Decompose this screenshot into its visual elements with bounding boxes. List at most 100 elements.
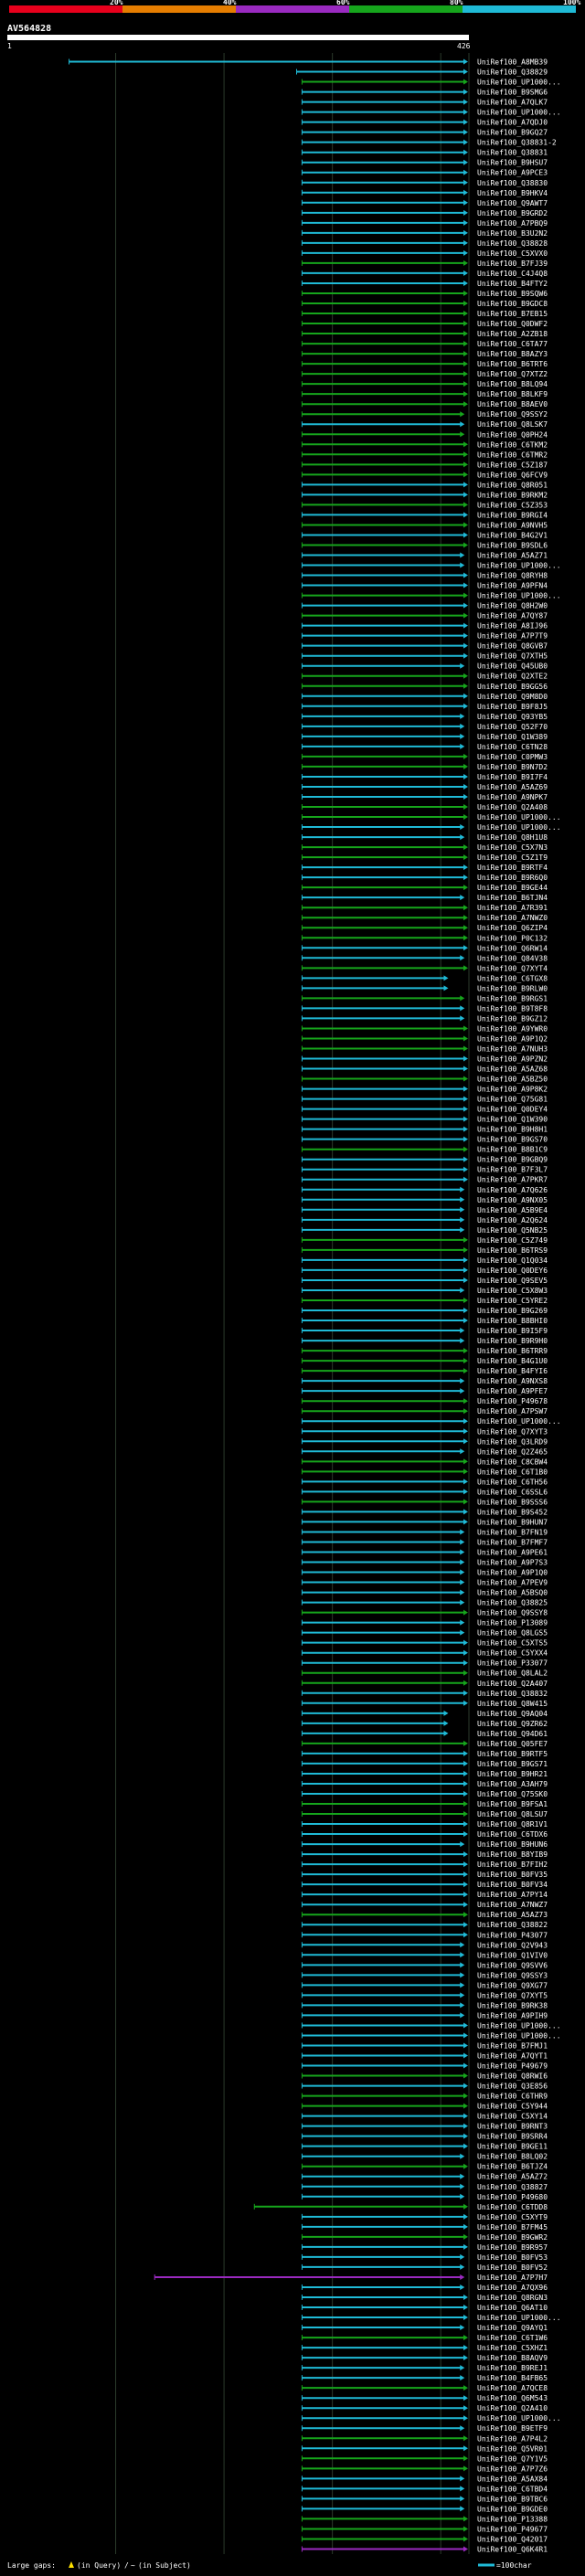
- hit-row: UniRef100_A9P1Q0: [301, 1569, 548, 1577]
- hit-arrowhead: [463, 1670, 468, 1676]
- hit-row: UniRef100_C6TN28: [301, 743, 548, 751]
- identity-bin-3: [236, 5, 349, 13]
- hit-label: UniRef100_C5Z353: [477, 501, 548, 509]
- hit-row: UniRef100_B4FB65: [301, 2374, 548, 2382]
- hit-row: UniRef100_A7QX96: [301, 2284, 548, 2292]
- hit-label: UniRef100_P49678: [477, 1397, 548, 1405]
- hit-row: UniRef100_B9FSA1: [301, 1800, 548, 1808]
- hit-row: UniRef100_C5XHZ1: [301, 2344, 548, 2352]
- hit-arrowhead: [460, 1992, 465, 1998]
- hit-label: UniRef100_Q8GVB7: [477, 642, 548, 651]
- hit-arrowhead: [443, 1710, 449, 1716]
- hit-row: UniRef100_B9R957: [301, 2243, 548, 2252]
- hit-arrowhead: [463, 1035, 468, 1042]
- hit-arrowhead: [463, 2405, 468, 2412]
- hit-arrowhead: [463, 229, 468, 236]
- hit-arrowhead: [463, 1892, 468, 1898]
- hit-row: UniRef100_A8IJ96: [301, 622, 548, 631]
- hit-row: UniRef100_Q5VR01: [301, 2444, 548, 2453]
- hit-arrowhead: [460, 2253, 465, 2260]
- hit-label: UniRef100_Q7XTH5: [477, 652, 548, 661]
- hit-arrowhead: [460, 2475, 465, 2482]
- hit-arrowhead: [463, 1308, 468, 1314]
- hit-label: UniRef100_Q9SSY8: [477, 1609, 548, 1617]
- hit-arrowhead: [463, 945, 468, 951]
- hit-arrowhead: [460, 1015, 465, 1022]
- hit-arrowhead: [463, 1690, 468, 1696]
- hit-row: UniRef100_C5X7N3: [301, 843, 548, 852]
- hit-row: UniRef100_B9GDC8: [301, 300, 548, 308]
- hit-label: UniRef100_C6SSL6: [477, 1488, 548, 1496]
- hit-row: UniRef100_B3U2N2: [301, 229, 548, 238]
- hit-label: UniRef100_C5Y944: [477, 2103, 548, 2111]
- identity-bin-4: [349, 5, 463, 13]
- hit-row: UniRef100_A7NUH3: [301, 1044, 548, 1053]
- hit-arrowhead: [460, 1841, 465, 1848]
- hit-list: UniRef100_A8MB39 UniRef100_Q38829 UniRef10…: [69, 58, 561, 2553]
- hit-label: UniRef100_B9GQ27: [477, 129, 548, 137]
- hit-label: UniRef100_A9PZN2: [477, 1055, 548, 1064]
- hit-arrowhead: [460, 743, 465, 749]
- hit-arrowhead: [460, 1569, 465, 1575]
- hit-row: UniRef100_Q8LGS5: [301, 1629, 548, 1638]
- hit-row: UniRef100_Q6K4R1: [301, 2545, 548, 2553]
- hit-label: UniRef100_B9I5F9: [477, 1327, 548, 1335]
- hit-label: UniRef100_B9N7D2: [477, 763, 548, 771]
- hit-row: UniRef100_B6TRT6: [301, 360, 548, 368]
- hit-label: UniRef100_A8MB39: [477, 58, 548, 67]
- hit-arrowhead: [463, 139, 468, 145]
- hit-row: UniRef100_C6TH56: [301, 1478, 548, 1486]
- hit-arrowhead: [460, 995, 465, 1002]
- hit-label: UniRef100_B8AQV9: [477, 2354, 548, 2362]
- hit-row: UniRef100_Q9SSY2: [301, 410, 548, 419]
- hit-arrowhead: [463, 2355, 468, 2361]
- hit-row: UniRef100_B9I5F9: [301, 1327, 548, 1335]
- hit-row: UniRef100_B9GBQ9: [301, 1156, 548, 1164]
- hit-arrowhead: [463, 2103, 468, 2109]
- identity-bin-1: [9, 5, 122, 13]
- scale-label: 60%: [336, 0, 350, 6]
- hit-label: UniRef100_A5AZ68: [477, 1065, 548, 1074]
- hit-label: UniRef100_B9RK38: [477, 2001, 548, 2009]
- hit-label: UniRef100_B8LQ94: [477, 380, 548, 388]
- scale-label: 100%: [563, 0, 580, 6]
- hit-row: UniRef100_B8YIB9: [301, 1850, 548, 1859]
- hit-row: UniRef100_Q6RW14: [301, 944, 548, 952]
- hit-arrowhead: [460, 713, 465, 719]
- hit-row: UniRef100_Q7XYT3: [301, 1427, 548, 1436]
- hit-row: UniRef100_C5Z749: [301, 1236, 548, 1245]
- hit-row: UniRef100_B9GE11: [301, 2143, 548, 2151]
- hit-row: UniRef100_Q38830: [301, 179, 548, 187]
- hit-arrowhead: [463, 1479, 468, 1485]
- hit-label: UniRef100_Q75SK0: [477, 1790, 548, 1798]
- hit-label: UniRef100_B6TRS9: [477, 1246, 548, 1255]
- hit-label: UniRef100_B6TRT6: [477, 360, 548, 368]
- hit-label: UniRef100_Q2Z465: [477, 1447, 548, 1456]
- hit-row: UniRef100_Q7XTH5: [301, 652, 548, 661]
- hit-row: UniRef100_C6TDD8: [253, 2203, 548, 2211]
- hit-label: UniRef100_UP1000...: [477, 79, 561, 87]
- hit-arrowhead: [460, 1962, 465, 1968]
- hit-label: UniRef100_C6TKM2: [477, 440, 548, 449]
- scale-label: 40%: [223, 0, 237, 6]
- hit-label: UniRef100_Q9SSY3: [477, 1971, 548, 1979]
- hit-label: UniRef100_B9TBC6: [477, 2495, 548, 2503]
- hit-label: UniRef100_Q9XG77: [477, 1981, 548, 1989]
- hit-label: UniRef100_B7FM45: [477, 2223, 548, 2231]
- hit-arrowhead: [463, 2083, 468, 2089]
- hit-row: UniRef100_Q84V38: [301, 954, 548, 962]
- hit-label: UniRef100_A9NVH5: [477, 521, 548, 529]
- hit-arrowhead: [463, 1358, 468, 1364]
- hit-row: UniRef100_B4G2V1: [301, 531, 548, 539]
- hit-row: UniRef100_Q2Z465: [301, 1447, 548, 1456]
- hit-row: UniRef100_Q3E856: [301, 2083, 548, 2091]
- hit-row: UniRef100_A5BSQ0: [301, 1589, 548, 1597]
- hit-arrowhead: [463, 2516, 468, 2522]
- hit-row: UniRef100_B9SSS6: [301, 1498, 548, 1506]
- hit-label: UniRef100_A7PY14: [477, 1891, 548, 1899]
- hit-label: UniRef100_A9PIH9: [477, 2011, 548, 2019]
- hit-label: UniRef100_A5AZ71: [477, 551, 548, 559]
- hit-arrowhead: [463, 2052, 468, 2059]
- hit-label: UniRef100_Q6RW14: [477, 944, 548, 952]
- hit-arrowhead: [463, 1912, 468, 1918]
